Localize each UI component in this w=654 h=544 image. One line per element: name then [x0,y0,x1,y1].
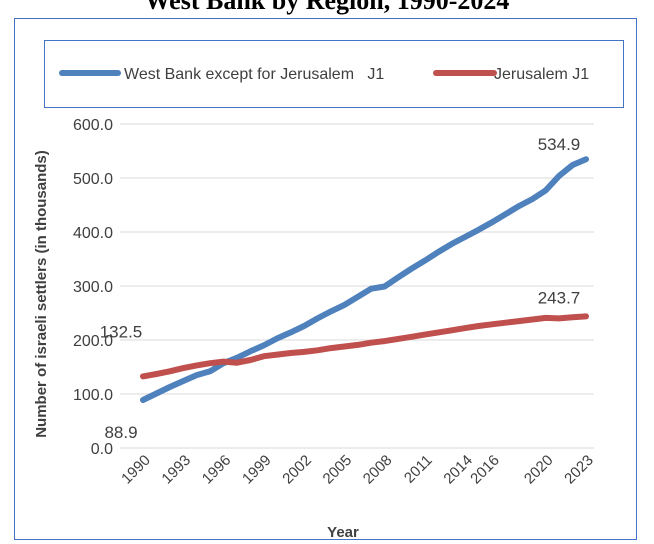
x-tick-label: 2016 [467,452,503,488]
x-axis-label: Year [327,524,359,541]
data-label: 132.5 [100,322,143,341]
y-tick-label: 300.0 [73,279,113,296]
x-tick-label: 1999 [239,452,275,488]
legend: West Bank except for Jerusalem J1 Jerusal… [59,66,589,83]
y-axis-label: Number of israeli settlers (in thousands… [33,150,50,438]
y-tick-label: 600.0 [73,117,113,134]
y-tick-label: 400.0 [73,225,113,242]
x-tick-label: 1990 [118,452,154,488]
x-tick-label: 1993 [158,452,194,488]
y-tick-label: 100.0 [73,387,113,404]
legend-label-1: Jerusalem J1 [494,66,589,83]
x-axis-ticks: 1990 1993 1996 1999 2002 2005 2008 2011 20142016… [118,452,597,488]
x-tick-label: 2008 [360,452,396,488]
y-tick-label: 500.0 [73,171,113,188]
x-tick-label: 2005 [320,452,356,488]
x-tick-label: 2002 [279,452,315,488]
y-axis-ticks: 0.0 100.0 200.0 300.0 400.0 500.0 600.0 [73,117,113,458]
x-tick-label: 2014 [440,452,476,488]
y-tick-label: 200.0 [73,333,113,350]
chart-title: West Bank by Region, 1990-2024 [144,0,510,15]
data-label: 534.9 [538,135,581,154]
series-line-1 [140,313,589,380]
series-lines [140,156,589,403]
x-tick-label: 2011 [401,452,436,487]
data-labels: 534.9 88.9 132.5 243.7 [100,135,581,442]
x-tick-label: 2020 [521,452,557,488]
data-label: 88.9 [104,423,137,442]
data-label: 243.7 [538,288,581,307]
y-tick-label: 0.0 [91,441,113,458]
legend-box [44,40,624,108]
x-tick-label: 2023 [561,452,597,488]
series-line-0 [140,156,589,403]
legend-label-0: West Bank except for Jerusalem J1 [124,66,384,83]
gridlines [120,123,594,449]
x-tick-label: 1996 [199,452,235,488]
chart-frame [14,18,637,540]
